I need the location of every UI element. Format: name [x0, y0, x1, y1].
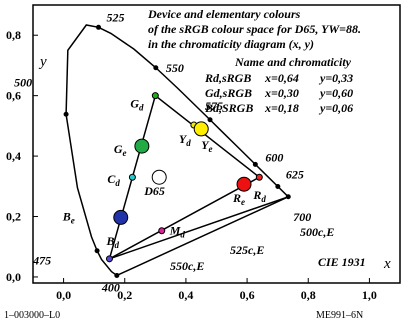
point-label-sub: d — [186, 138, 191, 148]
point-label-sub: d — [115, 178, 120, 188]
point-label-main: B — [62, 209, 71, 223]
legend-entry: x=0,30 — [264, 86, 299, 100]
point-label: D65 — [143, 184, 165, 198]
point-label-sub: d — [180, 230, 185, 240]
point-label-main: M — [169, 224, 181, 238]
point-label-main: C — [107, 172, 116, 186]
point-label-sub: e — [241, 197, 245, 207]
wavelength-label: 600 — [265, 150, 283, 164]
point-label-main: Y — [179, 132, 188, 146]
locus-point — [96, 24, 102, 30]
color-point — [158, 227, 166, 235]
legend-entry: Bd,SRGB — [204, 101, 253, 115]
locus-point — [114, 272, 120, 278]
line-label: 550c,E — [170, 259, 204, 273]
point-label: Gd — [130, 97, 144, 113]
x-axis-label: x — [383, 256, 391, 272]
title-line: in the chromaticity diagram (x, y) — [148, 37, 314, 51]
wavelength-label: 575 — [205, 99, 223, 113]
locus-point — [63, 111, 69, 117]
locus-point — [285, 194, 291, 200]
x-tick-label: 1,0 — [362, 288, 377, 302]
footer-left: 1–003000–L0 — [4, 310, 60, 321]
point-label: Ye — [201, 138, 212, 154]
spectral-locus — [65, 24, 289, 277]
title-line: Device and elementary colours — [147, 7, 301, 21]
x-tick-label: 0,8 — [301, 288, 316, 302]
legend-entry: Gd,sRGB — [205, 86, 252, 100]
point-label-main: Y — [201, 138, 210, 152]
frame — [32, 4, 401, 284]
point-label: Yd — [179, 132, 191, 148]
color-point — [151, 92, 159, 100]
point-label-sub: e — [209, 144, 213, 154]
y-tick-label: 0,8 — [6, 28, 21, 42]
color-point — [134, 138, 150, 154]
legend-title: Name and chromaticity — [234, 55, 352, 69]
point-label-sub: d — [261, 194, 266, 204]
point-label-main: R — [232, 191, 241, 205]
color-point — [128, 173, 136, 181]
y-tick-label: 0,0 — [6, 270, 21, 284]
wavelength-label: 700 — [293, 210, 311, 224]
legend-entry: Rd,sRGB — [204, 71, 251, 85]
point-label-main: B — [105, 234, 114, 248]
color-point — [105, 255, 113, 263]
point-label-main: G — [130, 97, 139, 111]
x-tick-label: 0,6 — [240, 288, 255, 302]
color-point — [151, 169, 167, 185]
legend-entry: x=0,18 — [264, 101, 299, 115]
y-tick-label: 0,2 — [6, 210, 21, 224]
line — [109, 196, 289, 260]
wavelength-label: 500 — [14, 75, 32, 89]
locus-point — [275, 184, 281, 190]
point-label: Md — [169, 224, 186, 240]
point-label: Cd — [107, 172, 120, 188]
wavelength-label: 525 — [107, 10, 125, 24]
point-label-main: R — [252, 188, 261, 202]
color-point — [236, 176, 252, 192]
point-label-sub: e — [71, 215, 75, 225]
point-label: Bd — [105, 234, 119, 250]
wavelength-label: 475 — [32, 254, 51, 268]
line — [116, 196, 289, 277]
color-point — [113, 209, 129, 225]
footer-right: ME991–6N — [316, 310, 363, 321]
point-label-main: G — [114, 142, 123, 156]
locus-point — [207, 117, 213, 123]
x-tick-label: 0,4 — [178, 288, 193, 302]
y-tick-label: 0,6 — [6, 89, 21, 103]
color-point — [193, 121, 209, 137]
wavelength-label: 625 — [286, 168, 304, 182]
line-label: 525c,E — [230, 243, 264, 257]
point-label: Rd — [252, 188, 266, 204]
point-label: Be — [62, 209, 75, 225]
note: CIE 1931 — [318, 255, 366, 269]
locus-point — [252, 161, 258, 167]
legend-entry: y=0,33 — [318, 71, 353, 85]
x-tick-label: 0,0 — [56, 288, 71, 302]
color-point — [255, 173, 263, 181]
legend-entry: x=0,64 — [264, 71, 299, 85]
point-label-sub: d — [114, 240, 119, 250]
locus-point — [94, 248, 100, 254]
point-label-main: D65 — [143, 184, 165, 198]
point-label-sub: d — [139, 103, 144, 113]
point-label-sub: e — [123, 148, 127, 158]
y-tick-label: 0,4 — [6, 149, 21, 163]
legend-entry: y=0,06 — [318, 101, 353, 115]
locus-point — [153, 65, 159, 71]
point-label: Ge — [114, 142, 127, 158]
line-label: 500c,E — [300, 225, 334, 239]
legend-entry: y=0,60 — [318, 86, 353, 100]
title-line: of the sRGB colour space for D65, YW=88. — [148, 22, 361, 36]
y-axis-label: y — [38, 54, 47, 70]
x-tick-label: 0,2 — [117, 288, 132, 302]
wavelength-label: 400 — [101, 280, 120, 294]
wavelength-label: 550 — [166, 61, 184, 75]
point-label: Re — [232, 191, 245, 207]
